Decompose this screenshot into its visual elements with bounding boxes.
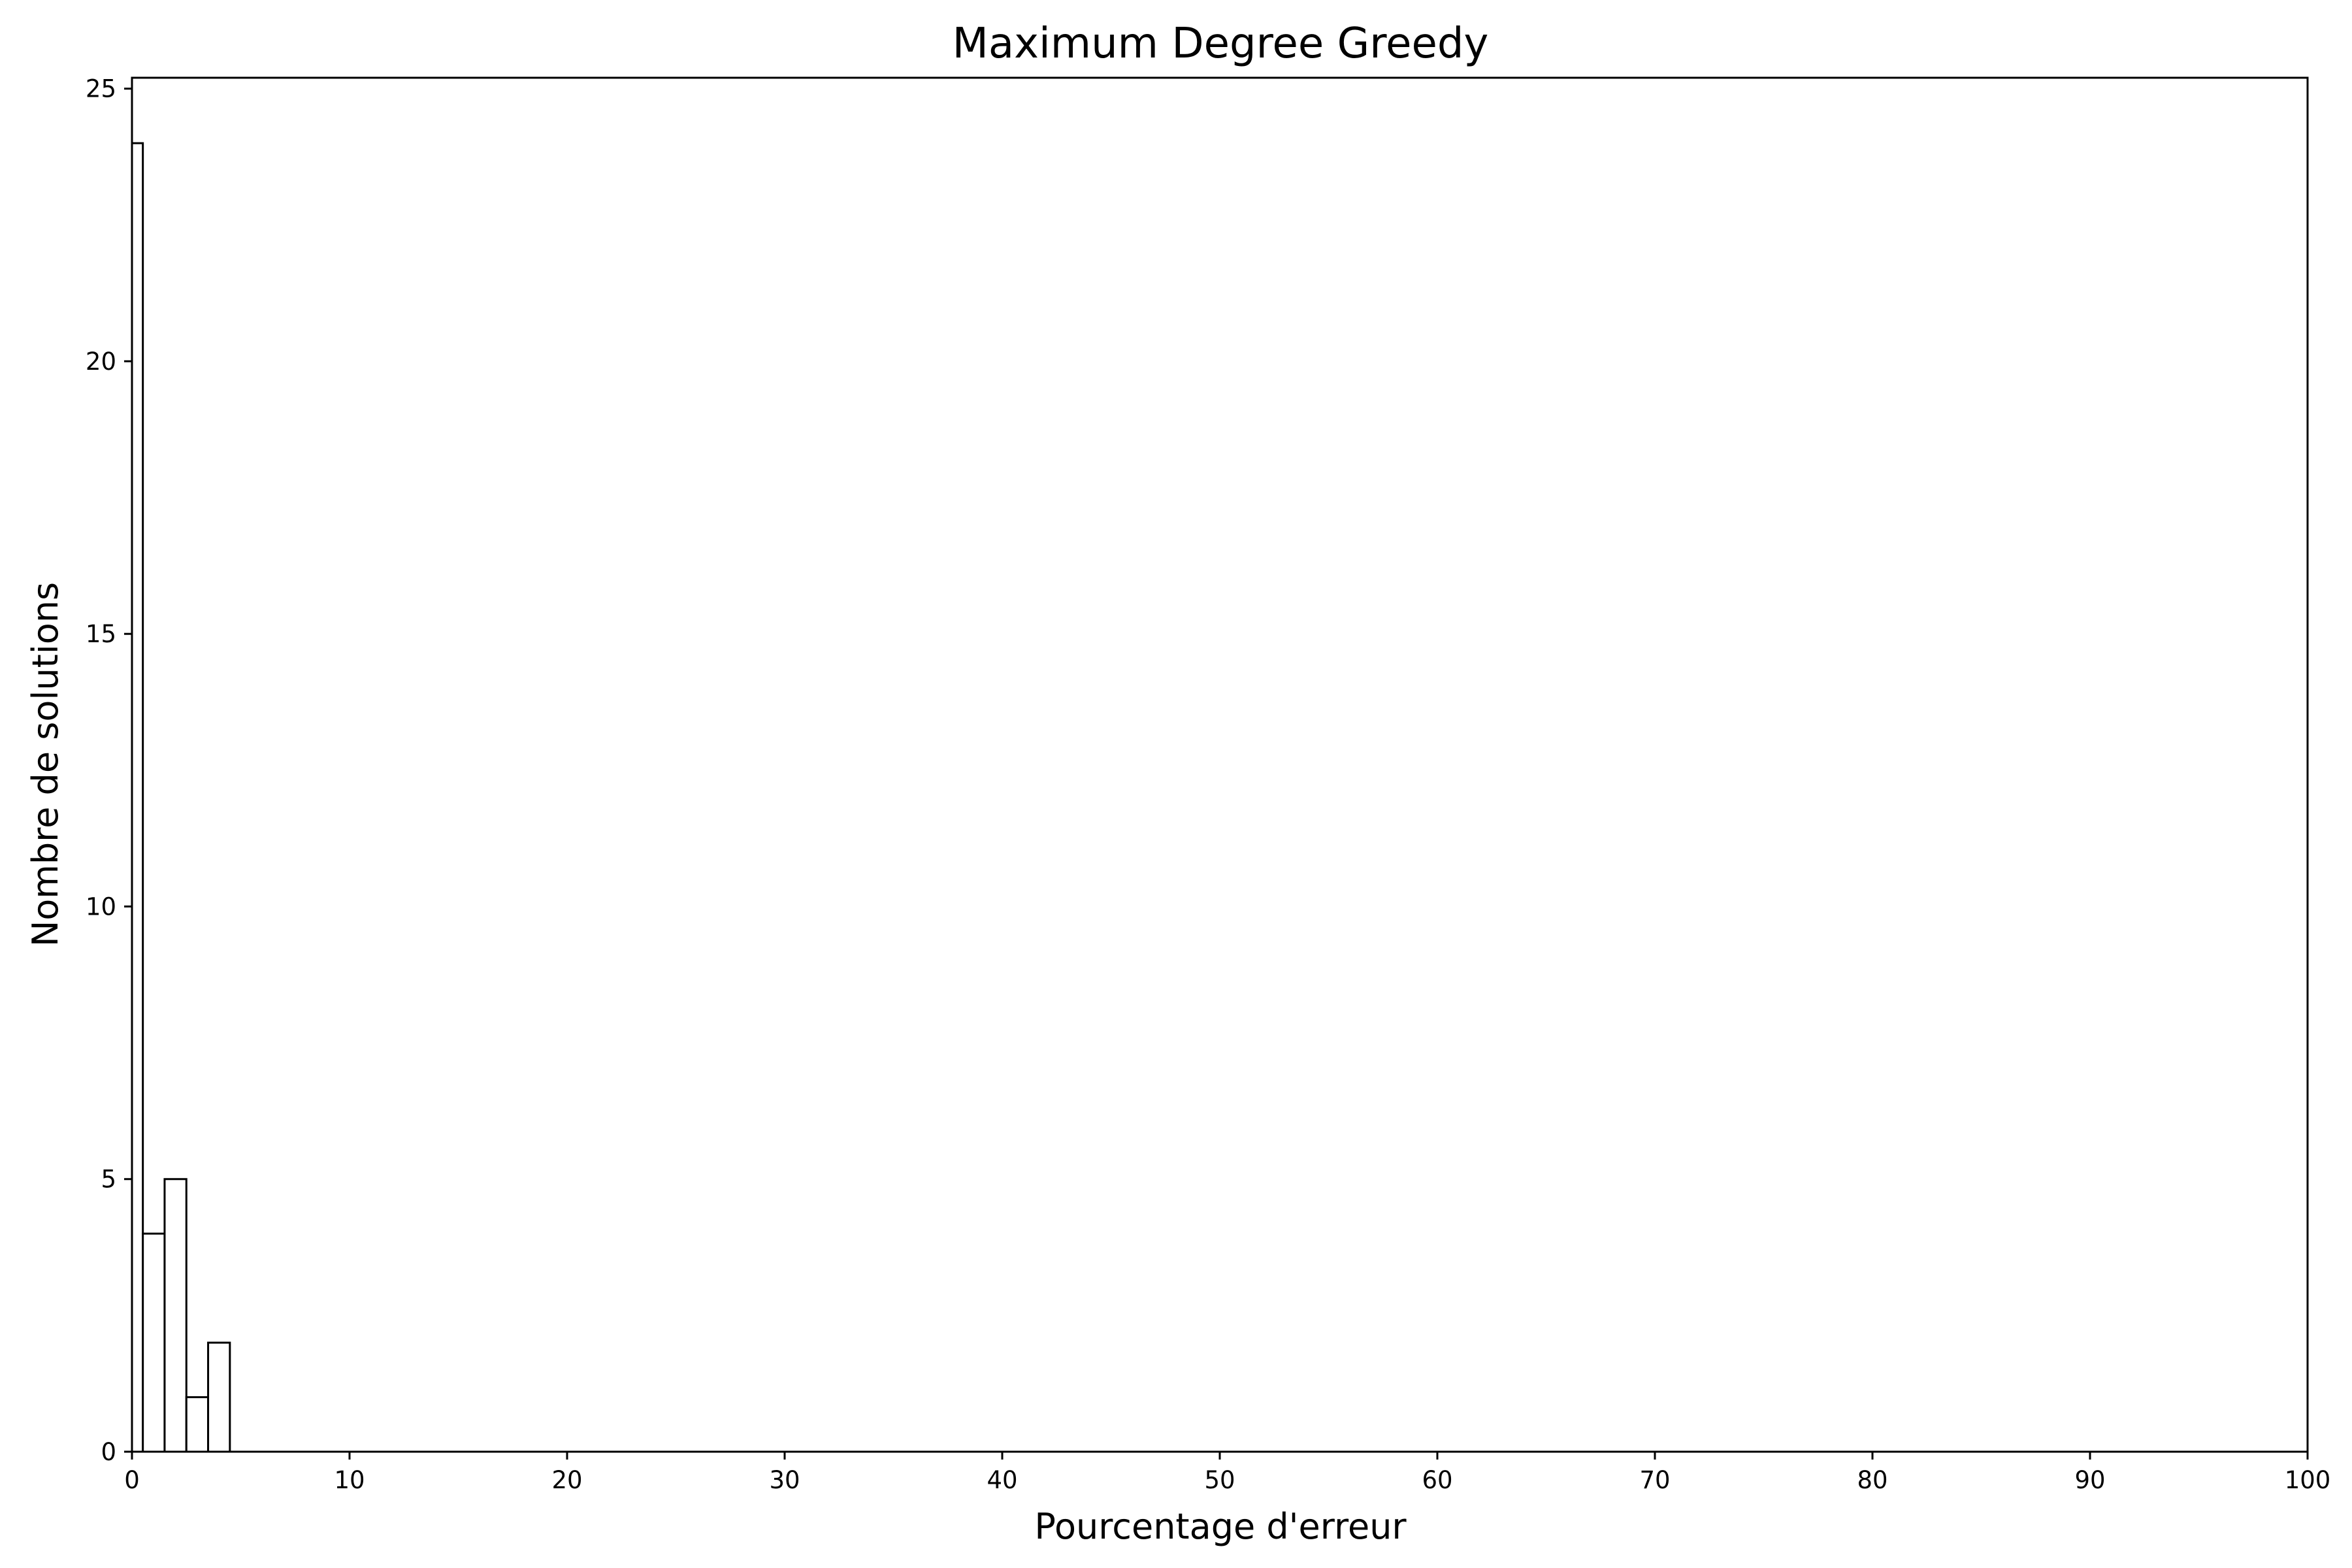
x-tick-label: 90	[2074, 1466, 2105, 1494]
y-tick-label: 5	[101, 1166, 116, 1194]
histogram-bar-3	[185, 1396, 210, 1453]
x-tick-label: 100	[2285, 1466, 2331, 1494]
chart-title: Maximum Degree Greedy	[953, 20, 1489, 68]
y-tick-label: 0	[101, 1438, 116, 1466]
x-axis-label: Pourcentage d'erreur	[1034, 1506, 1407, 1547]
y-tick-label: 25	[86, 75, 116, 103]
histogram-bar-1	[142, 1232, 166, 1453]
x-tick-label: 70	[1639, 1466, 1670, 1494]
x-tick-label: 30	[769, 1466, 800, 1494]
x-tick-label: 40	[987, 1466, 1017, 1494]
histogram-bar-4	[207, 1341, 231, 1453]
x-tick-label: 10	[334, 1466, 365, 1494]
y-tick-label: 20	[86, 348, 116, 376]
x-axis-ticks: 0 10 20 30 40 50 60 70 80 90 100	[124, 1452, 2330, 1494]
y-tick-label: 15	[86, 620, 116, 648]
y-tick-label: 10	[86, 892, 116, 921]
x-tick-label: 60	[1422, 1466, 1452, 1494]
histogram-bars	[131, 142, 231, 1453]
x-tick-label: 50	[1204, 1466, 1235, 1494]
x-tick-label: 0	[124, 1466, 140, 1494]
histogram-bar-0	[131, 142, 144, 1453]
x-tick-label: 80	[1857, 1466, 1887, 1494]
y-axis-label: Nombre de solutions	[25, 582, 66, 947]
y-axis-ticks: 0 5 10 15 20 25	[86, 75, 132, 1466]
x-tick-label: 20	[551, 1466, 582, 1494]
histogram-bar-2	[163, 1178, 188, 1453]
